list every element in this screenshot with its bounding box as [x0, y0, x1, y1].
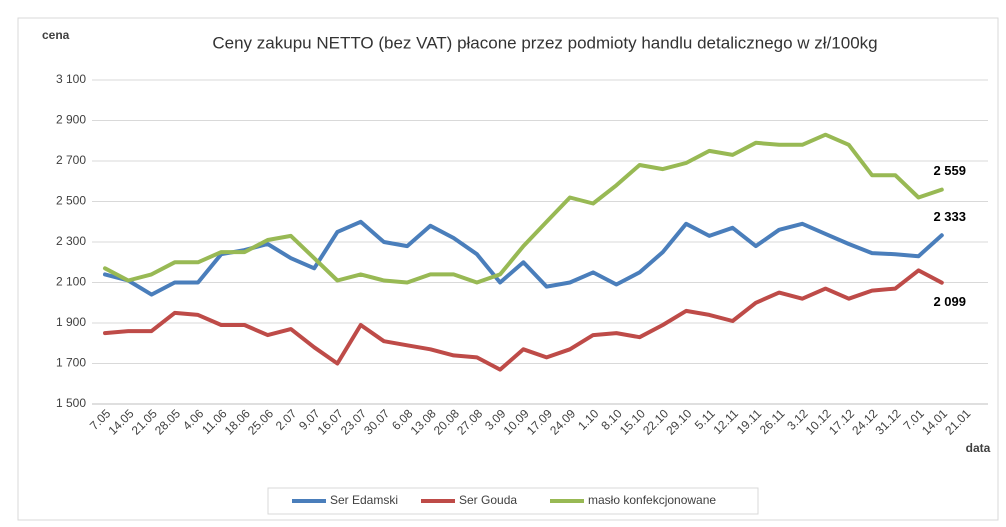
- chart-title: Ceny zakupu NETTO (bez VAT) płacone prze…: [212, 33, 877, 52]
- y-tick-label: 3 100: [56, 72, 86, 86]
- y-tick-label: 2 900: [56, 113, 86, 127]
- data-label: 2 559: [933, 163, 966, 178]
- y-tick-label: 2 500: [56, 194, 86, 208]
- y-tick-label: 1 500: [56, 396, 86, 410]
- series-line: [103, 132, 944, 285]
- y-tick-label: 2 100: [56, 275, 86, 289]
- series-line: [103, 268, 944, 372]
- y-tick-label: 2 700: [56, 153, 86, 167]
- legend-label: Ser Edamski: [330, 493, 398, 507]
- chart-frame: [17, 17, 999, 521]
- legend-box: [267, 487, 759, 515]
- legend-label: Ser Gouda: [459, 493, 517, 507]
- y-tick-label: 1 900: [56, 315, 86, 329]
- data-label: 2 333: [933, 209, 966, 224]
- y-tick-label: 1 700: [56, 356, 86, 370]
- x-axis-label: data: [966, 441, 991, 455]
- y-axis-label: cena: [42, 28, 70, 42]
- y-tick-label: 2 300: [56, 234, 86, 248]
- legend-label: masło konfekcjonowane: [588, 493, 716, 507]
- data-label: 2 099: [933, 294, 966, 309]
